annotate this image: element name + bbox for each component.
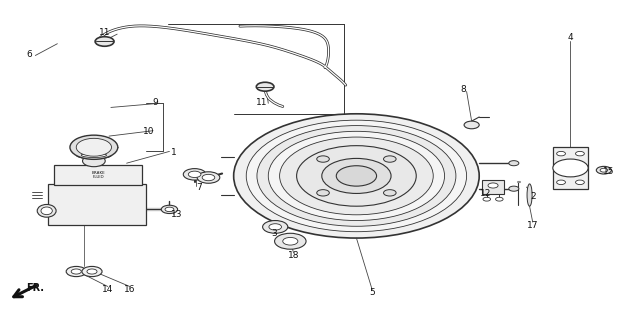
Circle shape bbox=[596, 166, 611, 174]
Text: 1: 1 bbox=[171, 148, 177, 156]
Circle shape bbox=[464, 121, 479, 129]
Circle shape bbox=[269, 224, 281, 230]
Circle shape bbox=[495, 197, 503, 201]
Circle shape bbox=[483, 197, 490, 201]
Circle shape bbox=[274, 233, 306, 249]
Circle shape bbox=[257, 125, 456, 226]
Text: 12: 12 bbox=[480, 189, 491, 198]
Circle shape bbox=[384, 156, 396, 162]
Text: 8: 8 bbox=[461, 85, 466, 94]
Circle shape bbox=[66, 267, 86, 276]
Text: 17: 17 bbox=[527, 221, 538, 230]
Circle shape bbox=[384, 190, 396, 196]
Circle shape bbox=[202, 174, 215, 181]
Circle shape bbox=[575, 180, 584, 185]
Circle shape bbox=[188, 171, 201, 178]
Text: 9: 9 bbox=[152, 98, 158, 107]
Circle shape bbox=[488, 183, 498, 188]
Circle shape bbox=[600, 168, 608, 172]
Circle shape bbox=[233, 114, 479, 238]
Text: FLUID: FLUID bbox=[93, 175, 104, 179]
Text: 10: 10 bbox=[143, 127, 155, 136]
Circle shape bbox=[283, 237, 298, 245]
Text: 6: 6 bbox=[26, 50, 32, 59]
Text: 13: 13 bbox=[171, 210, 183, 219]
Circle shape bbox=[83, 155, 105, 167]
Circle shape bbox=[317, 190, 329, 196]
Text: 7: 7 bbox=[196, 183, 202, 192]
Circle shape bbox=[297, 146, 416, 206]
Text: 11: 11 bbox=[256, 98, 268, 107]
Circle shape bbox=[509, 186, 519, 191]
Circle shape bbox=[87, 269, 97, 274]
Ellipse shape bbox=[81, 153, 107, 157]
Bar bbox=[553, 147, 588, 189]
Circle shape bbox=[557, 151, 565, 156]
Circle shape bbox=[509, 161, 519, 166]
Text: BRAKE: BRAKE bbox=[91, 171, 105, 175]
Circle shape bbox=[183, 169, 206, 180]
Circle shape bbox=[336, 166, 377, 186]
Text: 3: 3 bbox=[272, 229, 278, 238]
Text: 2: 2 bbox=[530, 192, 536, 201]
Text: 18: 18 bbox=[288, 251, 299, 260]
Circle shape bbox=[317, 156, 329, 162]
Bar bbox=[481, 180, 504, 194]
Text: 11: 11 bbox=[99, 28, 110, 37]
Text: 16: 16 bbox=[124, 284, 136, 293]
Circle shape bbox=[82, 267, 102, 276]
Ellipse shape bbox=[37, 204, 56, 217]
Circle shape bbox=[256, 82, 274, 91]
Text: 4: 4 bbox=[568, 33, 574, 42]
Bar bbox=[48, 184, 146, 225]
Circle shape bbox=[262, 220, 288, 233]
Text: 15: 15 bbox=[603, 167, 614, 176]
Bar bbox=[54, 165, 143, 186]
Circle shape bbox=[162, 205, 177, 213]
Circle shape bbox=[280, 137, 433, 215]
Circle shape bbox=[70, 135, 118, 159]
Ellipse shape bbox=[527, 184, 532, 206]
Circle shape bbox=[165, 207, 174, 212]
Text: 5: 5 bbox=[369, 288, 375, 297]
Circle shape bbox=[76, 138, 112, 156]
Circle shape bbox=[71, 269, 81, 274]
Ellipse shape bbox=[41, 207, 52, 215]
Circle shape bbox=[246, 120, 466, 232]
Circle shape bbox=[557, 180, 565, 185]
Text: FR.: FR. bbox=[27, 283, 44, 293]
Circle shape bbox=[322, 158, 391, 194]
Circle shape bbox=[575, 151, 584, 156]
Ellipse shape bbox=[76, 152, 111, 159]
Text: 14: 14 bbox=[102, 284, 114, 293]
Circle shape bbox=[95, 37, 114, 46]
Circle shape bbox=[197, 172, 220, 183]
Circle shape bbox=[268, 131, 445, 220]
Circle shape bbox=[553, 159, 588, 177]
